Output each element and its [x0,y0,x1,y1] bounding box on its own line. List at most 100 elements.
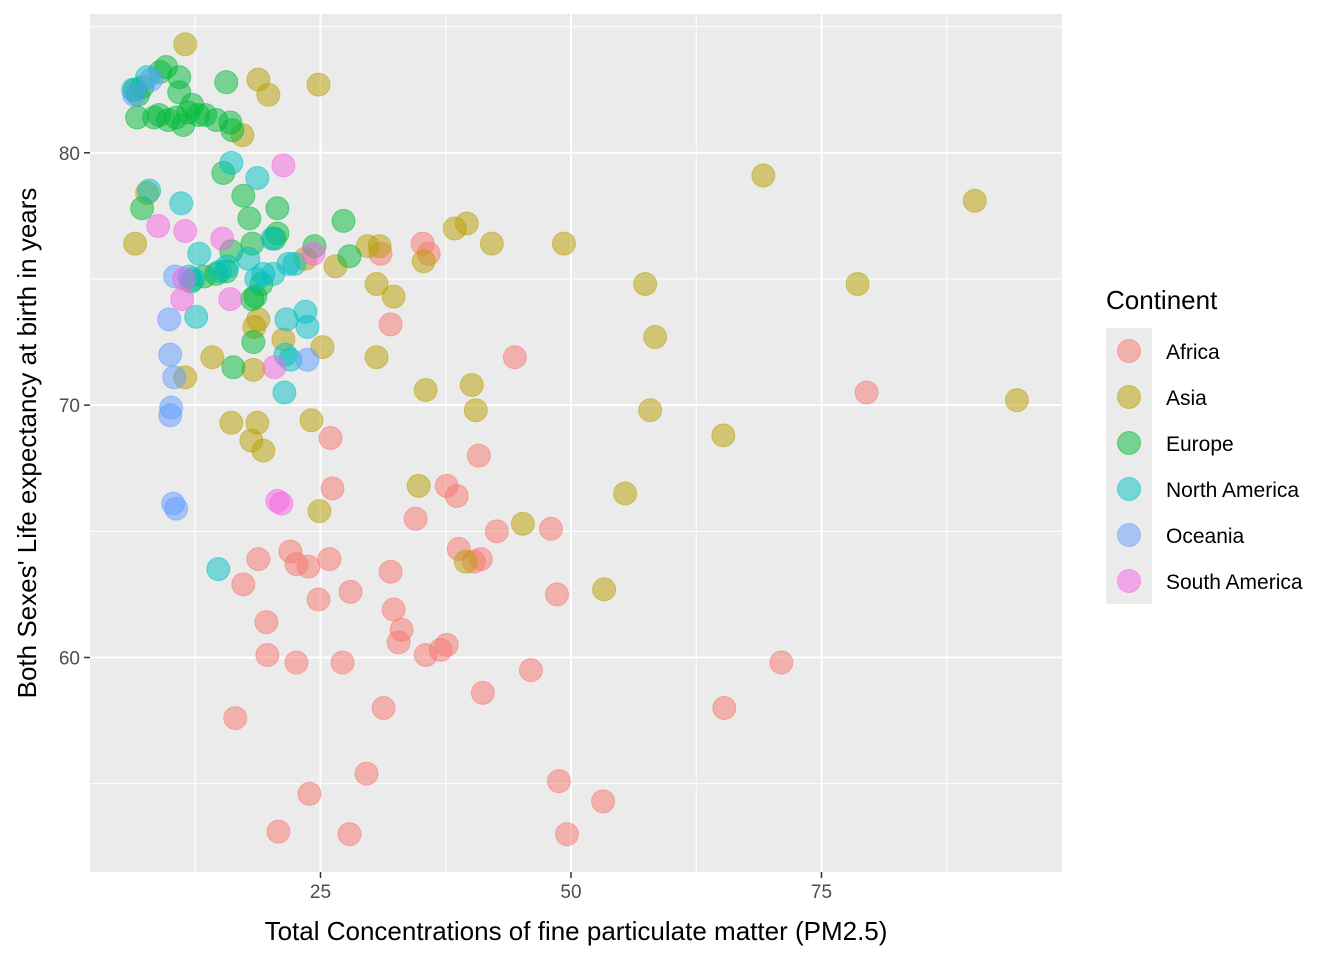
grid-minor [90,14,1062,872]
data-point-oceania [122,82,147,107]
data-point-south-america [210,226,235,251]
data-point-south-america [301,241,326,266]
data-point-oceania [295,347,320,372]
data-point-asia [364,345,389,370]
data-point-asia [479,231,504,256]
data-point-europe [231,183,256,208]
data-point-north-america [282,251,307,276]
data-point-europe [337,244,362,269]
data-point-north-america [244,266,269,291]
data-point-africa [317,547,342,572]
data-point-asia [1004,388,1029,413]
data-point-asia [413,378,438,403]
data-point-asia [551,231,576,256]
y-tick-labels: 60 70 80 [59,144,80,670]
data-point-north-america [215,254,240,279]
data-point-asia [510,511,535,536]
data-point-asia [962,188,987,213]
data-point-africa [246,547,271,572]
data-point-south-america [172,266,197,291]
data-point-asia [613,481,638,506]
y-tick-label: 60 [59,649,80,670]
data-point-europe [331,208,356,233]
data-point-asia [256,82,281,107]
data-point-south-america [271,153,296,178]
data-point-africa [284,650,309,675]
data-point-europe [237,206,262,231]
data-point-asia [633,272,658,297]
data-point-africa [470,680,495,705]
data-point-africa [378,312,403,337]
legend-key-asia [1117,385,1141,409]
data-point-asia [453,549,478,574]
legend-key-north-america [1117,477,1141,501]
data-point-asia [638,398,663,423]
data-point-africa [338,579,363,604]
x-tick-label: 75 [811,882,832,903]
data-point-north-america [260,226,285,251]
data-point-africa [255,642,280,667]
legend-key-oceania [1117,523,1141,547]
y-axis-title: Both Sexes' Life expectancy at birth in … [12,188,42,699]
legend-label-oceania: Oceania [1166,525,1245,548]
data-point-africa [854,380,879,405]
data-point-africa [444,483,469,508]
x-tick-labels: 25 50 75 [310,882,832,903]
data-point-africa [538,516,563,541]
data-point-africa [502,345,527,370]
data-point-north-america [206,557,231,582]
legend: Continent Africa Asia Europe North America O… [1106,285,1303,604]
data-point-north-america [272,380,297,405]
data-point-oceania [162,365,187,390]
x-tick-label: 25 [310,882,331,903]
data-point-oceania [164,496,189,521]
data-point-asia [123,231,148,256]
data-points [121,32,1029,847]
data-point-asia [459,372,484,397]
data-point-africa [254,610,279,635]
legend-label-north-america: North America [1166,479,1299,502]
data-point-asia [200,345,225,370]
data-point-europe [241,330,266,355]
legend-title: Continent [1106,285,1218,315]
data-point-europe [214,70,239,95]
data-point-africa [386,630,411,655]
data-point-asia [463,398,488,423]
data-point-south-america [173,219,198,244]
data-point-africa [330,650,355,675]
data-point-north-america [245,166,270,191]
data-point-africa [712,695,737,720]
data-point-asia [406,473,431,498]
data-point-africa [318,425,343,450]
data-point-africa [320,476,345,501]
data-point-asia [592,577,617,602]
data-point-africa [297,781,322,806]
data-point-africa [484,519,509,544]
legend-items: Africa Asia Europe North America Oceania Sout… [1106,328,1303,604]
data-point-africa [466,443,491,468]
data-point-asia [299,408,324,433]
y-tick-label: 80 [59,144,80,165]
data-point-africa [378,559,403,584]
legend-label-europe: Europe [1166,433,1234,456]
data-point-south-america [269,491,294,516]
data-point-asia [251,438,276,463]
data-point-asia [306,72,331,97]
data-point-asia [364,272,389,297]
data-point-north-america [295,314,320,339]
data-point-africa [546,769,571,794]
data-point-europe [221,355,246,380]
x-tick-label: 50 [560,882,581,903]
data-point-asia [411,249,436,274]
data-point-africa [296,554,321,579]
data-point-asia [219,410,244,435]
data-point-south-america [262,355,287,380]
data-point-europe [265,196,290,221]
data-point-africa [223,706,248,731]
data-point-asia [307,499,332,524]
axis-ticks [84,152,823,878]
legend-label-south-america: South America [1166,571,1303,594]
legend-key-south-america [1117,569,1141,593]
data-point-africa [306,587,331,612]
